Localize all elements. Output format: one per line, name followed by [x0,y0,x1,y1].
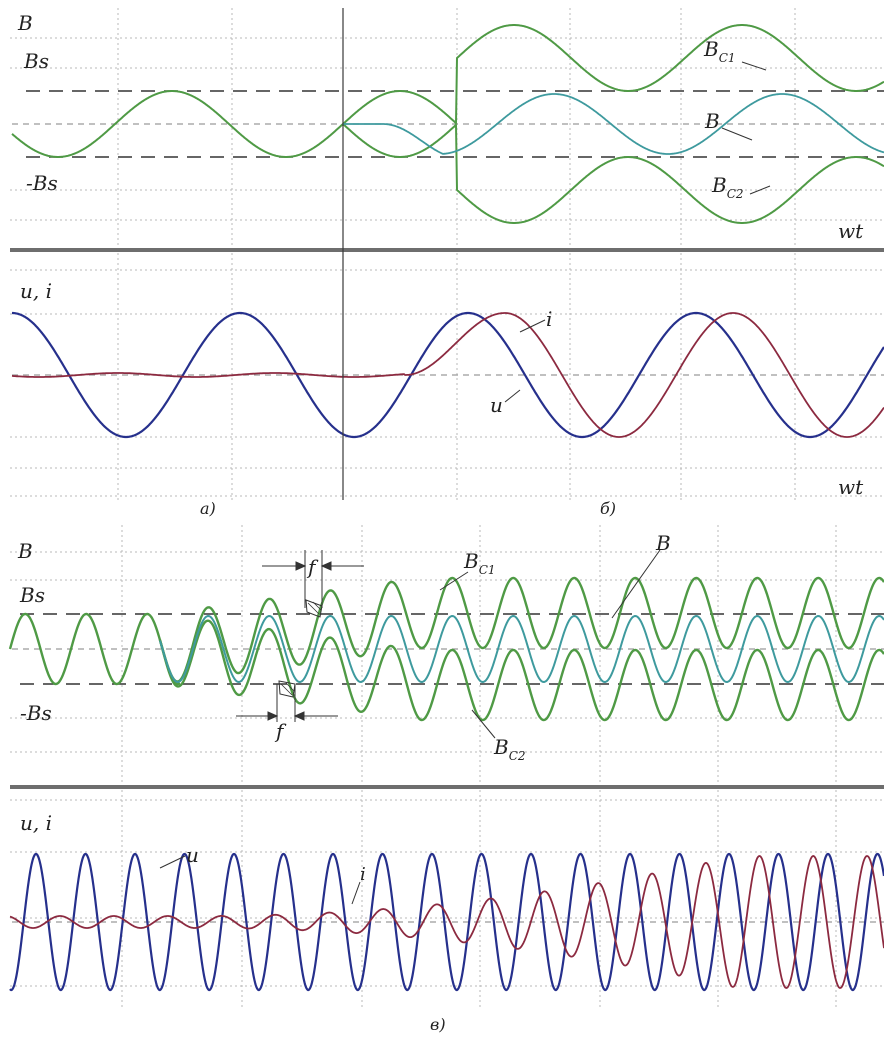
series-BC1-top [342,24,884,125]
series-BC1-lower [158,576,884,683]
label-minus-Bs-top: -Bs [26,171,58,195]
f-hatch-lower [278,680,296,698]
label-BC1-top: BC1 [703,37,736,65]
series-i-middle [11,312,884,438]
series-BC2-top [342,123,884,224]
grid-layer [10,8,884,1010]
label-i-middle: i [546,307,552,331]
caption-a: a) [200,499,216,518]
label-leaders [159,61,771,905]
label-wt-middle: wt [838,475,864,499]
label-B-curve-top: B [704,109,720,133]
label-BC2-top: BC2 [711,173,744,201]
label-u-bottom: u [186,843,199,867]
label-u-i-middle: u, i [20,279,52,303]
label-i-bottom: i [360,864,366,885]
label-u-i-bottom: u, i [20,811,52,835]
series-B-lower-pre [8,612,181,686]
series-B-lower [159,615,884,683]
label-BC2-lower: BC2 [493,735,526,763]
label-f-upper: f [306,555,319,579]
label-B-curve-lower: B [655,531,671,555]
f-dimension-lower [236,684,338,722]
label-u-middle: u [490,393,503,417]
f-dimension-upper [262,550,364,608]
series-u-middle [11,311,884,439]
curves [8,24,884,992]
label-minus-Bs-lower: -Bs [20,701,52,725]
label-Bs-lower: Bs [19,583,45,607]
label-B-top: B [17,11,33,35]
label-wt-top: wt [838,219,864,243]
series-B-top [343,93,884,155]
series-i-bottom [9,855,884,989]
series-u-bottom [9,852,884,992]
label-f-lower: f [274,719,287,743]
f-hatch-upper [305,599,323,618]
reference-lines [12,90,884,923]
label-B-lower: B [17,539,33,563]
caption-b: б) [600,499,616,518]
label-Bs-top: Bs [23,49,49,73]
series-B-pre-top [11,90,344,158]
caption-c: в) [430,1015,446,1034]
label-BC1-lower: BC1 [463,549,496,577]
series-BC2-lower [158,619,884,722]
